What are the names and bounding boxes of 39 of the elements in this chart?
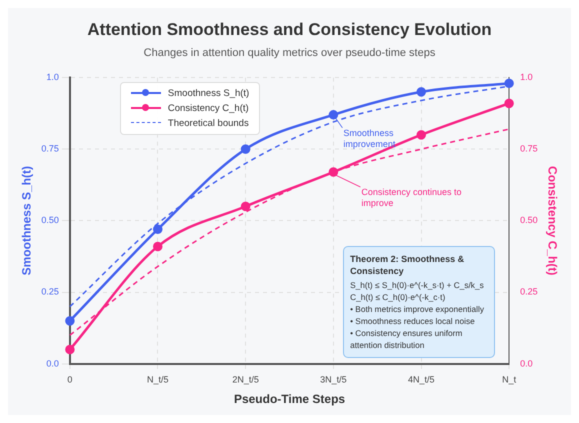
- annotation: Smoothness improvement: [343, 128, 396, 149]
- y-axis-title: Smoothness S_h(t): [20, 166, 34, 276]
- y2-tick-label: 0.0: [520, 358, 533, 368]
- y-tick-label: 0.75: [41, 144, 59, 154]
- x-tick-label: N_t/5: [146, 374, 169, 385]
- annotation: Theorem 2: Smoothness & Consistency S_h(t) ≤ S_h(0)·e^(-k_s·t) + C_s/k_s C_h(t) ≤ C_h(0)·e^(-k_c·t) • Both metrics improve exponentially • Smoothness reduces local noise • Consistency ensures uniform attention distribution: [350, 252, 485, 351]
- y-tick-label: 0.25: [41, 286, 59, 297]
- x-tick-label: 4N_t/5: [408, 374, 435, 385]
- x-tick-label: N_t: [502, 374, 517, 385]
- y-tick-label: 1.0: [46, 72, 59, 82]
- y-tick-label: 0.0: [46, 358, 59, 368]
- legend-label: Theoretical bounds: [168, 118, 249, 129]
- point: [328, 167, 338, 177]
- point: [416, 130, 426, 140]
- point: [504, 98, 514, 108]
- chart-subtitle: Changes in attention quality metrics over pseudo-time steps: [144, 47, 436, 60]
- y2-tick-label: 0.50: [520, 215, 538, 226]
- point: [153, 242, 162, 252]
- x-tick-label: 2N_t/5: [232, 374, 259, 385]
- x-tick-label: 0: [67, 374, 72, 385]
- point: [65, 344, 75, 354]
- point: [65, 316, 75, 326]
- x-axis-title: Pseudo-Time Steps: [234, 392, 346, 406]
- point: [504, 78, 514, 88]
- x-tick-label: 3N_t/5: [320, 374, 347, 385]
- y2-axis-title: Consistency C_h(t): [545, 166, 560, 276]
- chart-title: Attention Smoothness and Consistency Evolution: [87, 20, 492, 39]
- annotation: Consistency continues to improve: [361, 187, 462, 208]
- y2-tick-label: 0.25: [520, 286, 538, 297]
- y2-tick-label: 1.0: [520, 72, 533, 82]
- y2-tick-label: 0.75: [520, 144, 538, 154]
- point: [240, 144, 250, 154]
- legend-label: Consistency C_h(t): [168, 102, 249, 114]
- legend-label: Smoothness S_h(t): [168, 88, 250, 99]
- point: [153, 224, 162, 234]
- y-tick-label: 0.50: [41, 215, 59, 226]
- point: [416, 87, 426, 97]
- point: [328, 110, 338, 120]
- point: [240, 202, 250, 212]
